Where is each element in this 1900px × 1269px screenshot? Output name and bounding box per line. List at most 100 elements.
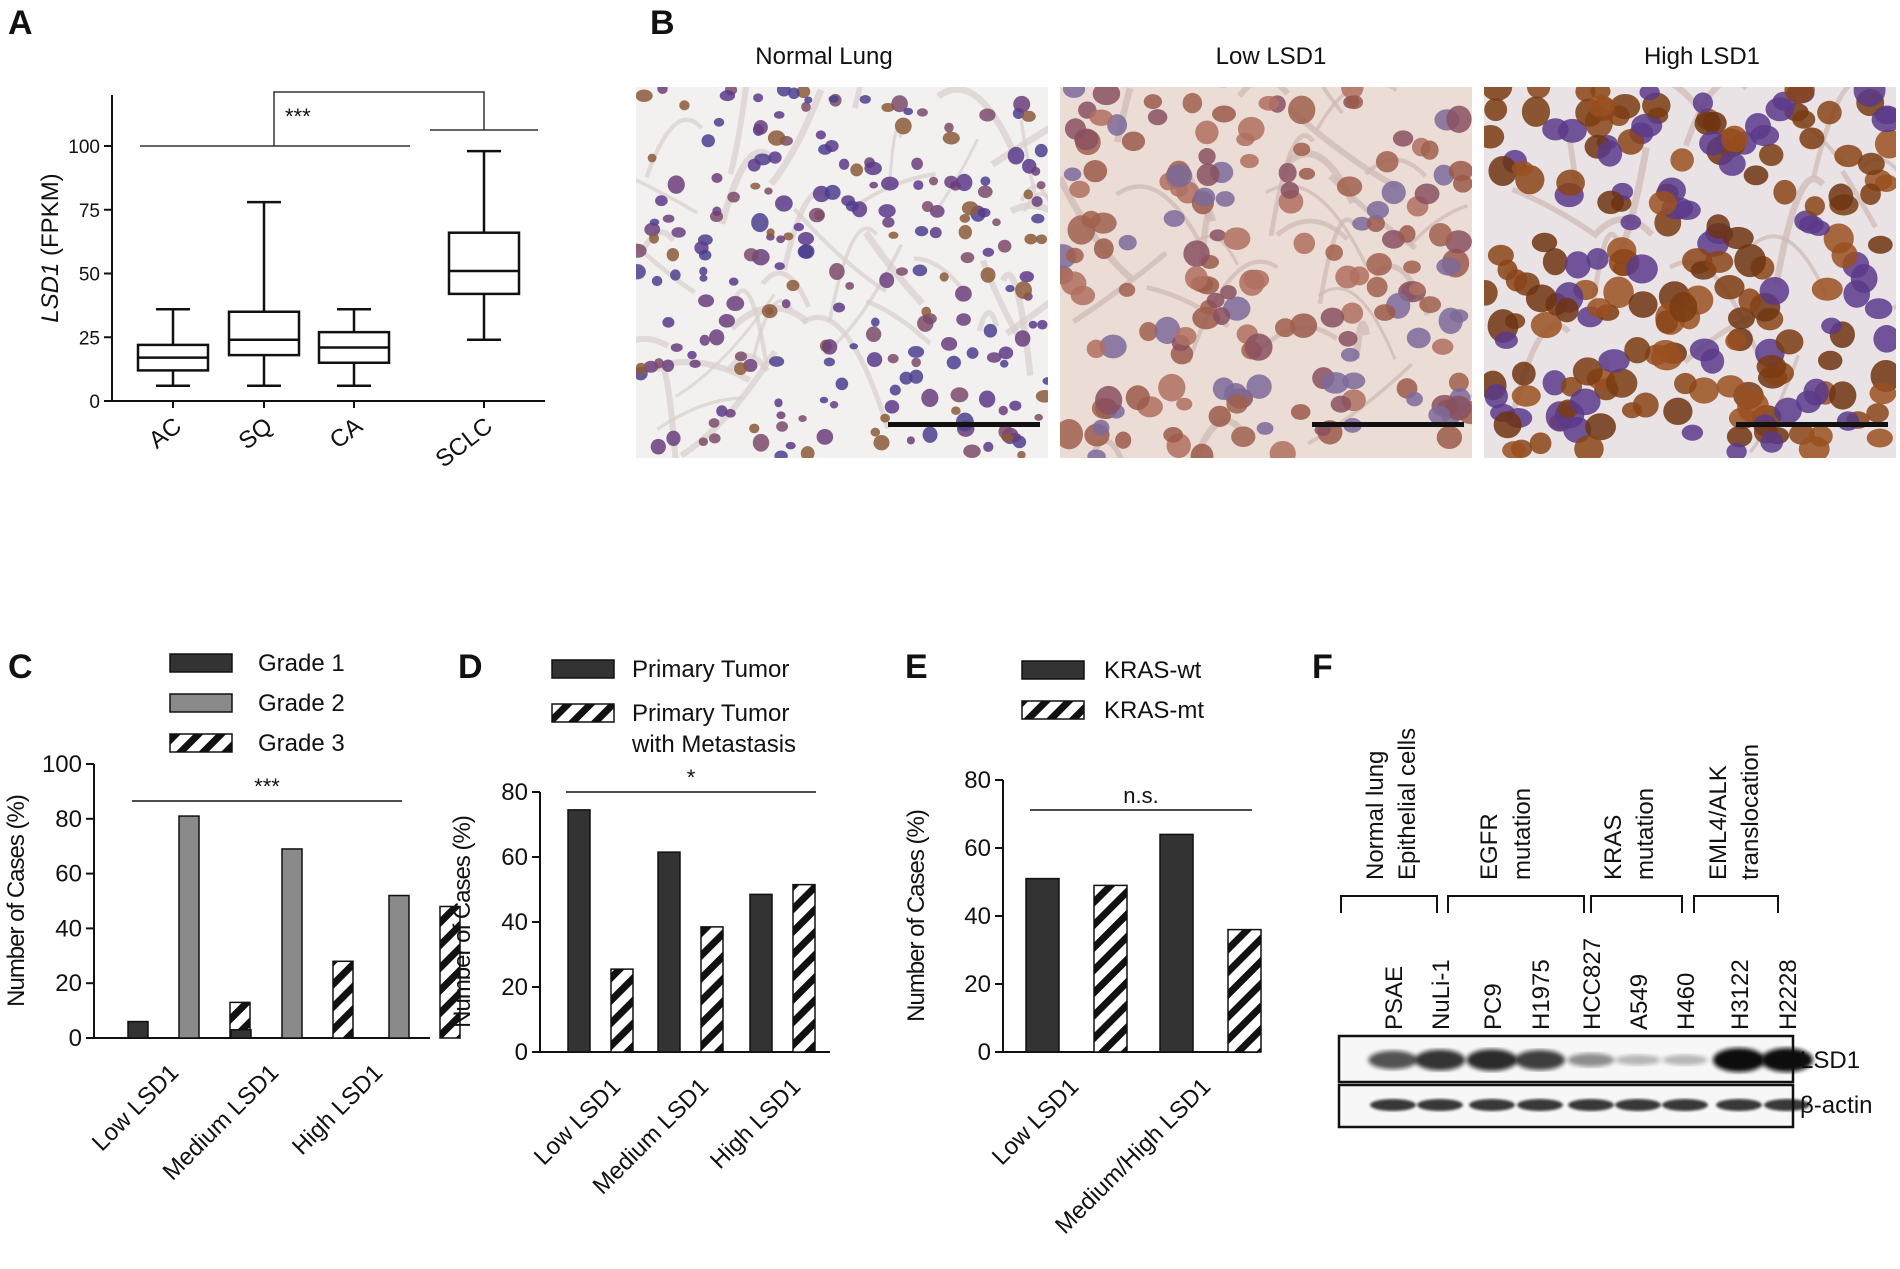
- y-axis-label-unit: (FPKM): [37, 173, 64, 262]
- bar-panele-s1-c1: [1227, 928, 1262, 1053]
- cell-nucleus: [1831, 242, 1858, 269]
- cell-nucleus: [1433, 164, 1454, 186]
- cell-nucleus: [1525, 284, 1557, 313]
- cell-nucleus: [912, 264, 928, 277]
- x-tick-label: SQ: [234, 412, 278, 455]
- cell-nucleus: [727, 191, 740, 203]
- y-tick-label: 20: [964, 971, 991, 998]
- cell-nucleus: [949, 181, 962, 191]
- cell-nucleus: [1617, 129, 1645, 155]
- cell-nucleus: [1484, 87, 1513, 101]
- cell-nucleus: [1853, 87, 1886, 107]
- tissue-fiber: [768, 88, 825, 187]
- cell-nucleus: [869, 181, 878, 189]
- panel-f-western-blot: Normal lung Epithelial cells EGFR mutation K…: [1337, 728, 1873, 1129]
- cell-nucleus: [980, 267, 996, 283]
- lane-label: NuLi-1: [1428, 959, 1455, 1030]
- cell-nucleus: [1352, 216, 1372, 231]
- cell-nucleus: [865, 326, 882, 343]
- cell-nucleus: [661, 359, 675, 372]
- cell-nucleus: [1699, 131, 1727, 156]
- cell-nucleus: [1366, 276, 1388, 298]
- cell-nucleus: [1734, 243, 1766, 278]
- cell-nucleus: [797, 232, 815, 246]
- cell-nucleus: [951, 406, 961, 416]
- cell-nucleus: [866, 352, 883, 368]
- histology-texture: [1484, 87, 1896, 458]
- histology-image-low-lsd1: [1060, 87, 1472, 458]
- cell-nucleus: [1015, 281, 1032, 299]
- group-label-line1: Normal lung: [1362, 751, 1389, 880]
- cell-nucleus: [1035, 234, 1048, 245]
- cell-nucleus: [916, 108, 928, 117]
- cell-nucleus: [859, 95, 871, 104]
- cell-nucleus: [1821, 317, 1842, 335]
- cell-nucleus: [1031, 166, 1041, 176]
- tissue-fiber: [1009, 202, 1048, 215]
- cell-nucleus: [911, 357, 921, 368]
- cell-nucleus: [1725, 331, 1746, 351]
- cell-nucleus: [1154, 316, 1181, 345]
- cell-nucleus: [1065, 247, 1084, 264]
- cell-nucleus: [781, 299, 791, 309]
- cell-nucleus: [636, 243, 647, 258]
- tissue-fiber: [636, 177, 699, 215]
- cell-nucleus: [1700, 348, 1725, 374]
- tissue-fiber: [976, 309, 1000, 332]
- cell-nucleus: [752, 433, 770, 452]
- cell-nucleus: [1871, 106, 1896, 133]
- tissue-fiber: [1236, 87, 1290, 99]
- cell-nucleus: [776, 235, 786, 244]
- box-iqr: [227, 310, 301, 357]
- significance-label: ***: [254, 774, 280, 799]
- cell-nucleus: [822, 339, 838, 355]
- cell-nucleus: [698, 249, 712, 261]
- cell-nucleus: [942, 131, 960, 145]
- band-actin-A549: [1615, 1099, 1661, 1111]
- cell-nucleus: [1037, 319, 1048, 330]
- band-actin-NuLi-1: [1417, 1099, 1463, 1111]
- cell-nucleus: [1484, 384, 1508, 409]
- x-tick-label: High LSD1: [287, 1059, 388, 1160]
- group-label-line1: EGFR: [1476, 813, 1503, 880]
- bar-panelc-s2-c2: [439, 905, 461, 1039]
- cell-nucleus: [1850, 264, 1878, 293]
- cell-nucleus: [1338, 331, 1358, 347]
- cell-nucleus: [1704, 250, 1734, 273]
- cell-nucleus: [800, 446, 815, 458]
- cell-nucleus: [708, 433, 721, 444]
- cell-nucleus: [728, 277, 739, 286]
- cell-nucleus: [1278, 162, 1297, 183]
- cell-nucleus: [1325, 244, 1343, 261]
- cell-nucleus: [1256, 422, 1274, 435]
- cell-nucleus: [1836, 411, 1860, 431]
- cell-nucleus: [1586, 248, 1609, 270]
- cell-nucleus: [1663, 397, 1693, 426]
- band-lsd1-H460: [1662, 1054, 1708, 1066]
- cell-nucleus: [1069, 180, 1090, 199]
- tissue-fiber: [656, 396, 743, 431]
- cell-nucleus: [1436, 257, 1462, 276]
- cell-nucleus: [1569, 388, 1601, 416]
- cell-nucleus: [1531, 232, 1558, 253]
- cell-nucleus: [647, 153, 657, 163]
- y-tick-label: 80: [964, 767, 991, 794]
- cell-nucleus: [773, 111, 785, 119]
- tissue-fiber: [1265, 184, 1369, 268]
- bar-panelc-s1-c0: [178, 815, 200, 1039]
- legend-label: Primary Tumor: [632, 656, 789, 683]
- y-tick-label: 100: [42, 751, 82, 778]
- cell-nucleus: [884, 399, 900, 414]
- lane-label: A549: [1626, 974, 1653, 1030]
- tissue-fiber: [852, 87, 863, 109]
- cell-nucleus: [1074, 128, 1099, 151]
- cell-nucleus: [1792, 110, 1816, 129]
- cell-nucleus: [734, 351, 748, 362]
- cell-nucleus: [1174, 326, 1197, 346]
- cell-nucleus: [1639, 87, 1660, 101]
- cell-nucleus: [1804, 196, 1825, 216]
- tissue-fiber: [865, 299, 932, 346]
- histology-title-low: Low LSD1: [1216, 43, 1327, 70]
- histology-texture: [636, 87, 1048, 458]
